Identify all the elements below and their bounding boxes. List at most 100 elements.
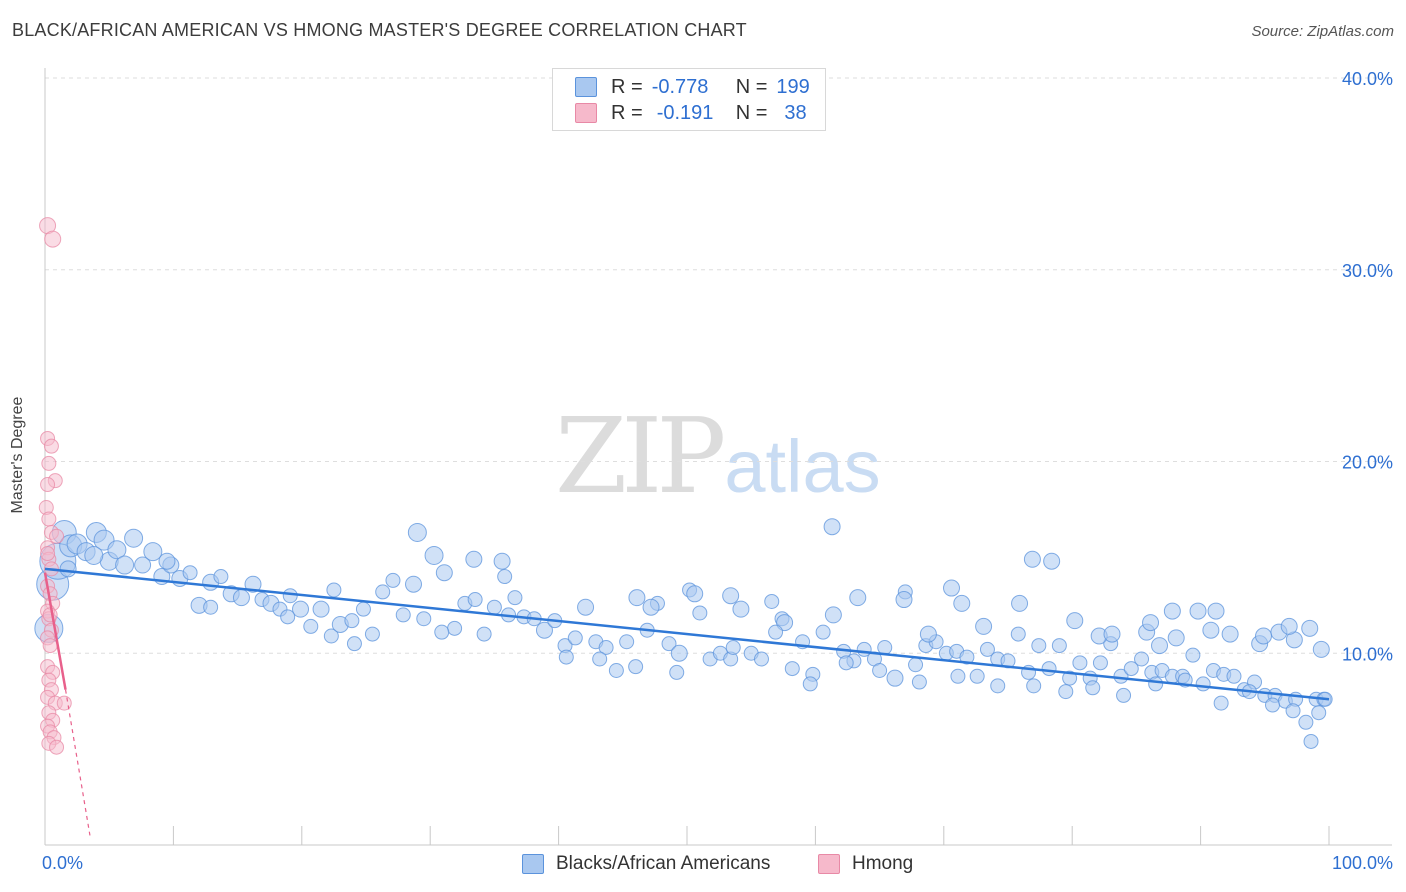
data-point-blacks [969, 668, 985, 684]
trend-line-hmong-extension [64, 689, 91, 836]
data-point-blacks [416, 611, 432, 627]
data-point-blacks [1142, 614, 1160, 632]
data-point-blacks [282, 588, 298, 604]
correlation-stats-box: R = -0.778 N = 199 R = -0.191 N = 38 [552, 68, 826, 131]
trend-lines [43, 567, 1330, 836]
data-point-blacks [1298, 714, 1314, 730]
data-point-blacks [732, 600, 750, 618]
data-point-blacks [1311, 705, 1327, 721]
data-point-blacks [628, 589, 646, 607]
data-point-blacks [919, 625, 937, 643]
data-point-blacks [476, 626, 492, 642]
n-value: 38 [784, 101, 807, 124]
data-point-blacks [1023, 550, 1041, 568]
data-point-blacks [1011, 594, 1029, 612]
data-point-blacks [1051, 638, 1067, 654]
data-point-blacks [959, 649, 975, 665]
data-point-blacks [725, 639, 741, 655]
data-point-blacks [558, 649, 574, 665]
data-point-blacks [577, 598, 595, 616]
data-point-blacks [975, 617, 993, 635]
tick-labels: 10.0% 20.0% 30.0% 40.0% 0.0% 100.0% [42, 69, 1393, 873]
data-point-blacks [375, 584, 391, 600]
watermark: ZIPatlas [555, 395, 881, 517]
data-point-blacks [979, 641, 995, 657]
data-point-hmong [40, 477, 56, 493]
source-label: Source: ZipAtlas.com [1251, 23, 1394, 40]
y-tick-label: 40.0% [1342, 69, 1393, 89]
data-point-blacks [447, 620, 463, 636]
data-point-hmong [41, 511, 57, 527]
data-point-hmong [41, 455, 57, 471]
data-point-blacks [753, 651, 769, 667]
data-point-blacks [619, 634, 635, 650]
data-point-blacks [1285, 703, 1301, 719]
data-point-blacks [434, 624, 450, 640]
data-point-blacks [134, 556, 152, 574]
n-value: 199 [776, 75, 810, 98]
data-point-blacks [1189, 602, 1207, 620]
legend-item-blacks[interactable]: Blacks/African Americans [522, 852, 770, 876]
series-hmong-points [38, 217, 72, 755]
data-point-blacks [1116, 687, 1132, 703]
data-point-blacks [895, 591, 913, 609]
data-point-hmong [44, 230, 62, 248]
data-point-hmong [49, 528, 65, 544]
data-point-blacks [849, 589, 867, 607]
data-point-blacks [1226, 668, 1242, 684]
data-point-blacks [784, 661, 800, 677]
data-point-blacks [59, 560, 77, 578]
y-tick-label: 10.0% [1342, 644, 1393, 664]
data-point-blacks [312, 600, 330, 618]
data-point-blacks [1043, 552, 1061, 570]
chart-title: BLACK/AFRICAN AMERICAN VS HMONG MASTER'S… [12, 20, 747, 40]
data-point-blacks [1167, 629, 1185, 647]
data-point-blacks [1123, 661, 1139, 677]
data-point-blacks [1221, 625, 1239, 643]
data-point-blacks [424, 545, 444, 565]
x-tick-label: 0.0% [42, 853, 83, 873]
y-tick-label: 30.0% [1342, 261, 1393, 281]
x-tick-label: 100.0% [1332, 853, 1393, 873]
data-point-blacks [535, 621, 553, 639]
data-point-blacks [1185, 647, 1201, 663]
data-point-blacks [1280, 617, 1298, 635]
r-value: -0.191 [656, 101, 714, 124]
data-point-blacks [953, 594, 971, 612]
legend-label: Hmong [852, 853, 914, 874]
data-point-blacks [598, 639, 614, 655]
legend-label: Blacks/African Americans [556, 853, 771, 874]
y-tick-label: 20.0% [1342, 453, 1393, 473]
legend-swatch-blue [522, 854, 544, 874]
data-point-blacks [1148, 676, 1164, 692]
data-point-blacks [346, 636, 362, 652]
data-point-blacks [872, 663, 888, 679]
data-point-blacks [395, 607, 411, 623]
legend-item-hmong[interactable]: Hmong [818, 852, 913, 876]
data-point-blacks [911, 674, 927, 690]
data-point-blacks [669, 664, 685, 680]
data-point-blacks [107, 540, 127, 560]
stat-row-blacks: R = -0.778 N = 199 [553, 74, 810, 100]
data-point-blacks [824, 606, 842, 624]
data-point-hmong [43, 438, 59, 454]
data-point-blacks [908, 657, 924, 673]
data-point-blacks [764, 593, 780, 609]
data-point-blacks [815, 624, 831, 640]
data-point-blacks [486, 599, 502, 615]
data-point-blacks [292, 600, 310, 618]
data-point-hmong [49, 739, 65, 755]
data-point-blacks [661, 636, 677, 652]
data-point-blacks [1195, 676, 1211, 692]
data-point-blacks [1151, 637, 1169, 655]
r-label: R = [611, 75, 643, 98]
data-point-blacks [1058, 684, 1074, 700]
data-point-blacks [1301, 619, 1319, 637]
data-point-blacks [143, 542, 163, 562]
data-point-blacks [686, 585, 704, 603]
data-point-blacks [692, 605, 708, 621]
data-point-blacks [1213, 695, 1229, 711]
data-point-blacks [115, 555, 135, 575]
data-point-blacks [1026, 678, 1042, 694]
